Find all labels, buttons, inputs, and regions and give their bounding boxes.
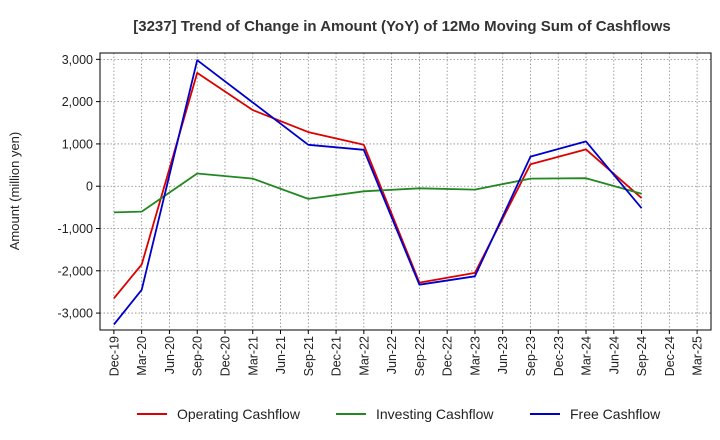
x-tick-label: Jun-22	[385, 336, 399, 374]
x-tick-label: Jun-20	[163, 336, 177, 374]
x-tick-label: Sep-24	[635, 336, 649, 376]
plot-frame	[99, 52, 712, 331]
legend-label-operating-cashflow: Operating Cashflow	[177, 406, 301, 422]
x-tick-label: Sep-20	[191, 336, 205, 376]
chart-title: [3237] Trend of Change in Amount (YoY) o…	[133, 18, 671, 35]
x-tick-label: Jun-24	[607, 336, 621, 374]
x-tick-label: Mar-20	[135, 336, 149, 376]
x-tick-label: Mar-21	[246, 336, 260, 376]
x-tick-label: Mar-23	[468, 336, 482, 376]
x-tick-label: Dec-20	[218, 336, 232, 376]
y-tick-label: 0	[86, 180, 93, 194]
y-axis-ticks: 3,000 2,000 1,000 0 -1,000 -2,000 -3,000	[58, 53, 100, 321]
x-tick-label: Sep-22	[413, 336, 427, 376]
x-tick-label: Dec-19	[107, 336, 121, 376]
y-tick-label: -2,000	[58, 264, 93, 278]
y-tick-label: 3,000	[62, 53, 93, 67]
x-tick-label: Mar-22	[357, 336, 371, 376]
y-tick-label: -1,000	[58, 222, 93, 236]
y-tick-label: -3,000	[58, 307, 93, 321]
grid	[100, 53, 711, 330]
y-tick-label: 1,000	[62, 137, 93, 151]
y-axis-label: Amount (million yen)	[7, 132, 22, 251]
legend-label-investing-cashflow: Investing Cashflow	[376, 406, 494, 422]
x-tick-label: Dec-24	[663, 336, 677, 376]
x-tick-label: Dec-22	[441, 336, 455, 376]
x-tick-label: Dec-21	[330, 336, 344, 376]
x-tick-label: Mar-25	[691, 336, 705, 376]
series-lines	[113, 59, 643, 326]
x-tick-label: Jun-21	[274, 336, 288, 374]
legend: Operating Cashflow Investing Cashflow Free…	[137, 406, 661, 422]
x-tick-label: Jun-23	[496, 336, 510, 374]
series-line-free-cashflow	[113, 59, 643, 326]
legend-label-free-cashflow: Free Cashflow	[570, 406, 661, 422]
x-tick-label: Mar-24	[580, 336, 594, 376]
y-tick-label: 2,000	[62, 95, 93, 109]
x-axis-ticks: Dec-19 Mar-20 Jun-20 Sep-20 Dec-20 Mar-21 Jun-…	[107, 330, 705, 376]
series-line-investing-cashflow	[113, 172, 642, 214]
x-tick-label: Sep-21	[302, 336, 316, 376]
x-tick-label: Sep-23	[524, 336, 538, 376]
x-tick-label: Dec-23	[552, 336, 566, 376]
